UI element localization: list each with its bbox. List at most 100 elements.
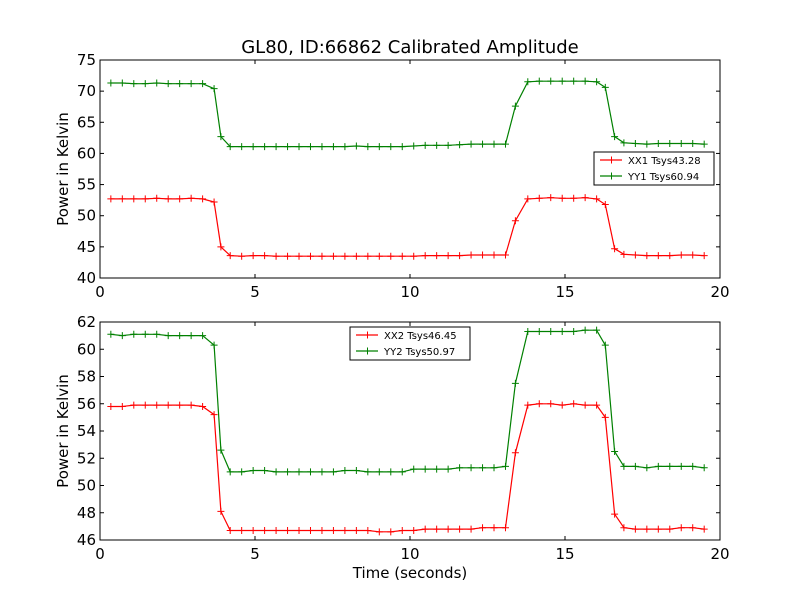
- data-point: [433, 525, 441, 533]
- series-line: [110, 329, 705, 473]
- data-point: [547, 77, 555, 85]
- data-point: [643, 140, 651, 148]
- y-tick-label: 55: [77, 176, 96, 194]
- data-point: [387, 143, 395, 151]
- data-point: [217, 243, 225, 251]
- data-point: [700, 140, 708, 148]
- data-point: [558, 401, 566, 409]
- data-point: [306, 526, 314, 534]
- data-point: [677, 524, 685, 532]
- data-point: [654, 525, 662, 533]
- data-point: [295, 468, 303, 476]
- data-point: [581, 194, 589, 202]
- y-tick-label: 60: [77, 144, 96, 162]
- data-point: [272, 143, 280, 151]
- data-point: [375, 252, 383, 260]
- data-point: [130, 80, 138, 88]
- data-point: [421, 465, 429, 473]
- data-point: [601, 341, 609, 349]
- data-point: [398, 143, 406, 151]
- data-point: [329, 468, 337, 476]
- data-point: [210, 411, 218, 419]
- data-point: [261, 252, 269, 260]
- data-point: [352, 467, 360, 475]
- data-point: [187, 80, 195, 88]
- data-point: [433, 252, 441, 260]
- x-tick-label: 15: [555, 545, 574, 563]
- data-point: [620, 250, 628, 258]
- data-point: [421, 141, 429, 149]
- legend-label: XX1 Tsys43.28: [628, 156, 701, 167]
- data-point: [261, 526, 269, 534]
- y-tick-label: 62: [77, 313, 96, 331]
- data-point: [558, 77, 566, 85]
- data-point: [107, 195, 115, 203]
- data-point: [329, 252, 337, 260]
- legend-box: [593, 151, 715, 186]
- data-point: [467, 464, 475, 472]
- series-line: [110, 197, 705, 257]
- series-line: [110, 80, 705, 148]
- data-point: [433, 465, 441, 473]
- data-point: [329, 143, 337, 151]
- data-point: [249, 252, 257, 260]
- data-point: [410, 252, 418, 260]
- x-tick-label: 10: [400, 545, 419, 563]
- data-point: [164, 401, 172, 409]
- data-point: [535, 328, 543, 336]
- data-point: [490, 524, 498, 532]
- data-point: [666, 462, 674, 470]
- data-point: [398, 526, 406, 534]
- data-point: [570, 194, 578, 202]
- data-point: [261, 467, 269, 475]
- data-point: [467, 251, 475, 259]
- y-tick-label: 45: [77, 238, 96, 256]
- data-point: [444, 465, 452, 473]
- data-point: [130, 401, 138, 409]
- data-point: [210, 341, 218, 349]
- data-point: [141, 330, 149, 338]
- legend-marker: [364, 347, 371, 355]
- data-point: [341, 467, 349, 475]
- data-point: [700, 525, 708, 533]
- legend-marker: [608, 172, 615, 180]
- legend-marker: [364, 331, 371, 339]
- x-tick-label: 5: [250, 283, 260, 301]
- data-point: [511, 102, 519, 110]
- data-point: [176, 401, 184, 409]
- data-point: [364, 252, 372, 260]
- data-point: [581, 401, 589, 409]
- data-point: [581, 77, 589, 85]
- data-point: [490, 464, 498, 472]
- top-panel: 0 5 10 15 20 40 45 50 55 60 65 70 75 Power in Kelvin X…: [54, 51, 730, 301]
- data-point: [329, 526, 337, 534]
- data-point: [107, 330, 115, 338]
- data-point: [524, 78, 532, 86]
- y-tick-label: 58: [77, 368, 96, 386]
- data-point: [118, 332, 126, 340]
- y-tick-label: 54: [77, 422, 96, 440]
- y-tick-label: 52: [77, 449, 96, 467]
- data-point: [611, 510, 619, 518]
- data-point: [666, 252, 674, 260]
- data-point: [511, 449, 519, 457]
- data-point: [654, 462, 662, 470]
- data-point: [456, 141, 464, 149]
- y-tick-label: 50: [77, 477, 96, 495]
- data-point: [593, 195, 601, 203]
- data-point: [284, 143, 292, 151]
- data-point: [375, 528, 383, 536]
- data-point: [187, 194, 195, 202]
- data-point: [217, 133, 225, 141]
- legend: XX1 Tsys43.28 YY1 Tsys60.94: [593, 151, 715, 186]
- data-point: [620, 462, 628, 470]
- data-point: [284, 468, 292, 476]
- data-point: [364, 143, 372, 151]
- data-point: [341, 143, 349, 151]
- data-point: [490, 251, 498, 259]
- data-point: [570, 328, 578, 336]
- data-point: [130, 195, 138, 203]
- legend-marker: [608, 156, 615, 164]
- data-point: [689, 462, 697, 470]
